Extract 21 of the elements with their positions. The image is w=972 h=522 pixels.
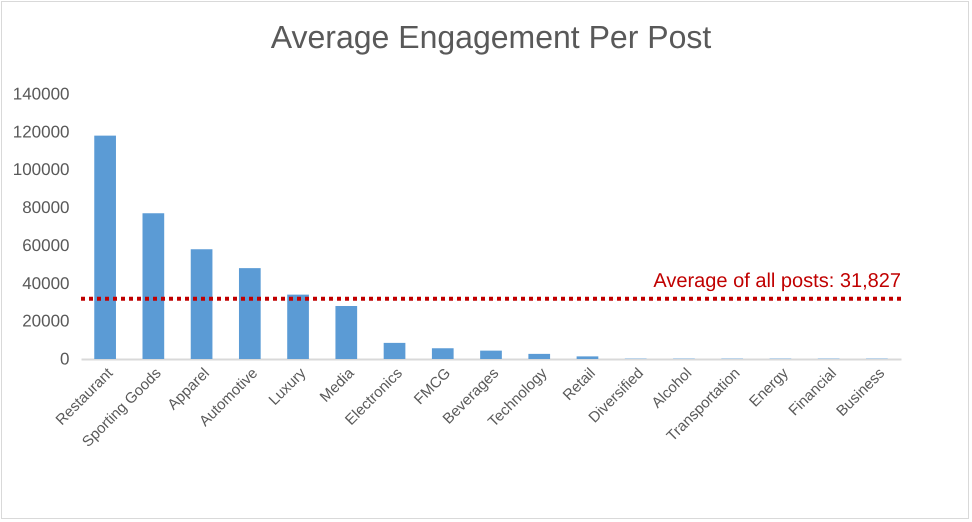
bar [432,348,454,359]
bar [576,356,598,359]
bar [142,213,164,359]
y-tick-label: 140000 [12,84,70,104]
bar [287,294,309,359]
ref-line-label: Average of all posts: 31,827 [653,270,901,292]
y-tick-label: 60000 [22,236,70,255]
y-tick-label: 100000 [12,160,70,180]
bar [335,306,358,359]
bar [480,350,502,359]
bar [384,342,406,359]
bar [238,268,261,359]
chart-title: Average Engagement Per Post [270,19,712,55]
y-tick-label: 0 [60,350,70,368]
y-tick-label: 120000 [12,122,70,142]
y-tick-label: 80000 [22,198,70,218]
bar [94,136,116,359]
bar [528,354,550,359]
bar [190,249,212,359]
y-tick-label: 20000 [22,312,70,331]
y-tick-label: 40000 [22,274,70,293]
